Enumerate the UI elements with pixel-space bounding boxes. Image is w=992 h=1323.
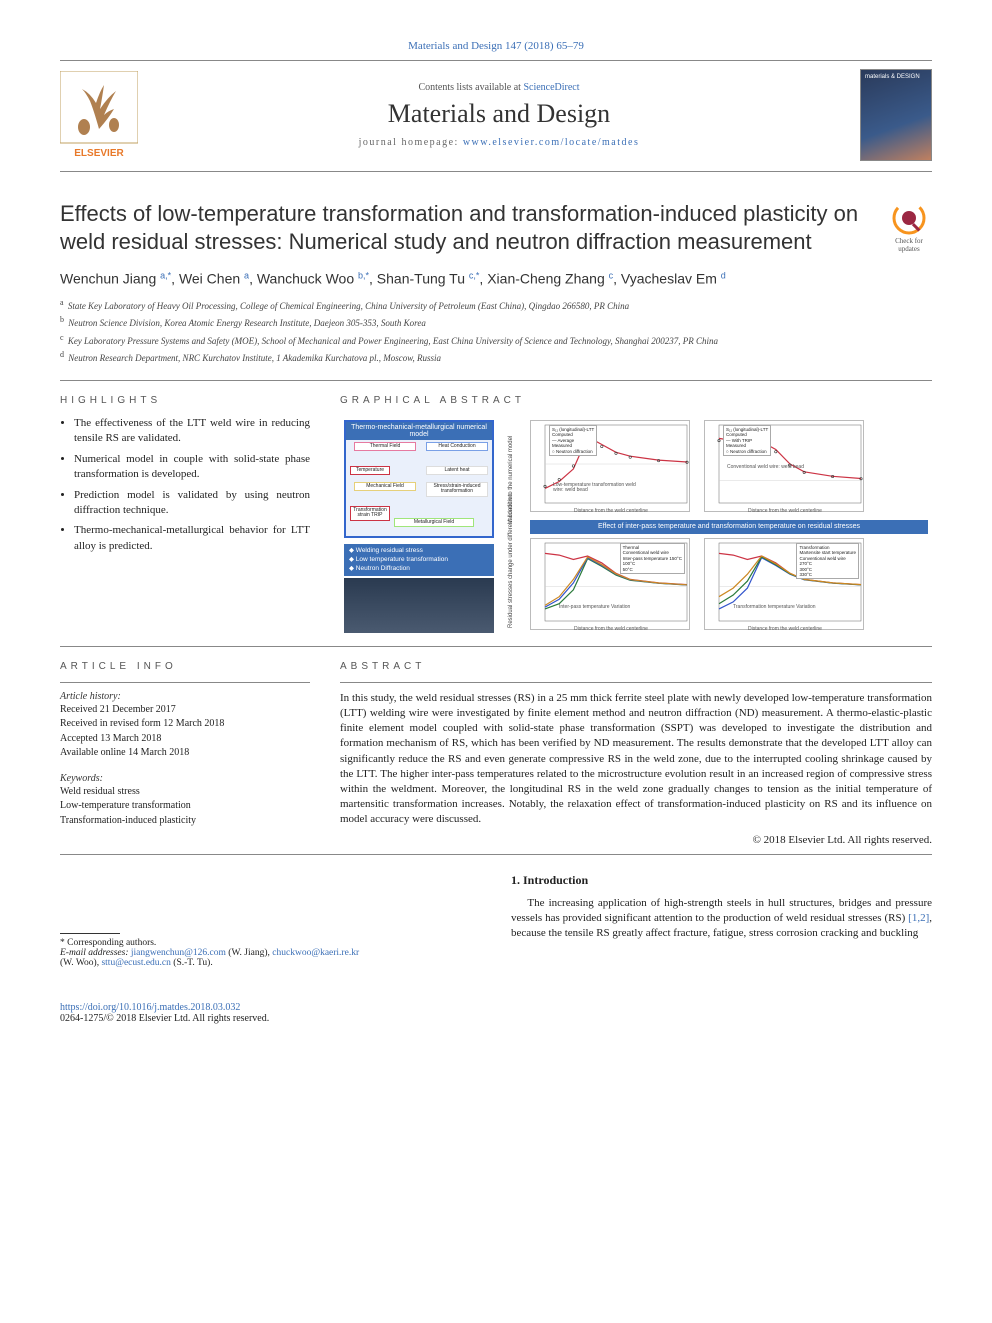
affiliations: a State Key Laboratory of Heavy Oil Proc…: [60, 297, 932, 366]
keywords-label: Keywords:: [60, 773, 310, 784]
doi-link[interactable]: https://doi.org/10.1016/j.matdes.2018.03…: [60, 1002, 240, 1013]
intro-text-pre: The increasing application of high-stren…: [511, 897, 932, 924]
article-info-heading: ARTICLE INFO: [60, 661, 310, 672]
citation-link[interactable]: Materials and Design 147 (2018) 65–79: [408, 40, 584, 52]
author: Vyacheslav Em: [621, 271, 717, 287]
abstract-heading: ABSTRACT: [340, 661, 932, 672]
highlights-list: The effectiveness of the LTT weld wire i…: [60, 416, 310, 554]
history-line: Available online 14 March 2018: [60, 746, 310, 761]
email-link[interactable]: chuckwoo@kaeri.re.kr: [272, 948, 359, 958]
elsevier-label: ELSEVIER: [74, 148, 124, 159]
journal-homepage: journal homepage: www.elsevier.com/locat…: [138, 137, 860, 148]
copyright-line: © 2018 Elsevier Ltd. All rights reserved…: [340, 834, 932, 846]
highlights-heading: HIGHLIGHTS: [60, 395, 310, 406]
email-link[interactable]: sttu@ecust.edu.cn: [101, 958, 170, 968]
author-aff-link[interactable]: a,*: [160, 271, 171, 287]
homepage-link[interactable]: www.elsevier.com/locate/matdes: [463, 137, 640, 148]
authors-line: Wenchun Jiang a,*, Wei Chen a, Wanchuck …: [60, 270, 932, 287]
email-label: E-mail addresses:: [60, 948, 129, 958]
svg-text:Distance from the weld centerl: Distance from the weld centerline: [574, 626, 648, 631]
journal-header: ELSEVIER Contents lists available at Sci…: [60, 60, 932, 172]
issn-line: 0264-1275/© 2018 Elsevier Ltd. All right…: [60, 1013, 269, 1024]
author: Wenchun Jiang: [60, 271, 156, 287]
updates-line2: updates: [886, 246, 932, 254]
journal-name: Materials and Design: [138, 99, 860, 129]
crossmark-icon: [891, 200, 927, 236]
history-line: Accepted 13 March 2018: [60, 732, 310, 747]
divider: [60, 380, 932, 381]
author: Shan-Tung Tu: [377, 271, 465, 287]
intro-heading: 1. Introduction: [511, 873, 932, 888]
ga-heading: GRAPHICAL ABSTRACT: [340, 395, 932, 406]
author-aff-link[interactable]: b,*: [358, 271, 369, 287]
keyword: Transformation-induced plasticity: [60, 814, 310, 829]
author: Wei Chen: [179, 271, 240, 287]
divider: [60, 646, 932, 647]
keyword: Weld residual stress: [60, 785, 310, 800]
affiliation-b: Neutron Science Division, Korea Atomic E…: [68, 318, 426, 328]
highlight-item: Prediction model is validated by using n…: [74, 488, 310, 519]
contents-pre: Contents lists available at: [418, 82, 523, 93]
affiliation-a: State Key Laboratory of Heavy Oil Proces…: [68, 301, 629, 311]
author: Xian-Cheng Zhang: [487, 271, 605, 287]
divider: [60, 682, 310, 683]
citation-line: Materials and Design 147 (2018) 65–79: [60, 40, 932, 52]
elsevier-logo: ELSEVIER: [60, 71, 138, 159]
journal-cover-thumb: [860, 69, 932, 161]
email-who: (S.-T. Tu): [173, 958, 210, 968]
svg-text:Distance from the weld centerl: Distance from the weld centerline: [748, 508, 822, 513]
history-line: Received 21 December 2017: [60, 703, 310, 718]
footnotes: * Corresponding authors. E-mail addresse…: [60, 933, 481, 968]
history-line: Received in revised form 12 March 2018: [60, 717, 310, 732]
divider: [60, 854, 932, 855]
divider: [340, 682, 932, 683]
abstract-text: In this study, the weld residual stresse…: [340, 691, 932, 828]
highlight-item: The effectiveness of the LTT weld wire i…: [74, 416, 310, 447]
highlight-item: Thermo-mechanical-metallurgical behavior…: [74, 523, 310, 554]
svg-text:Distance from the weld centerl: Distance from the weld centerline: [748, 626, 822, 631]
corresponding-label: * Corresponding authors.: [60, 938, 481, 948]
footnote-rule: [60, 933, 120, 934]
author-aff-link[interactable]: a: [244, 271, 249, 287]
affiliation-d: Neutron Research Department, NRC Kurchat…: [68, 353, 441, 363]
author-aff-link[interactable]: c: [609, 271, 614, 287]
author: Wanchuck Woo: [257, 271, 354, 287]
ref-link[interactable]: [1,2]: [908, 912, 929, 924]
email-link[interactable]: jiangwenchun@126.com: [131, 948, 226, 958]
contents-line: Contents lists available at ScienceDirec…: [138, 82, 860, 93]
article-title: Effects of low-temperature transformatio…: [60, 200, 868, 256]
author-aff-link[interactable]: d: [721, 271, 726, 287]
email-who: (W. Woo): [60, 958, 97, 968]
check-updates-badge[interactable]: Check for updates: [886, 200, 932, 253]
sciencedirect-link[interactable]: ScienceDirect: [523, 82, 579, 93]
history-lines: Received 21 December 2017 Received in re…: [60, 703, 310, 761]
intro-text: The increasing application of high-stren…: [511, 896, 932, 942]
affiliation-c: Key Laboratory Pressure Systems and Safe…: [68, 336, 718, 346]
email-who: (W. Jiang): [228, 948, 267, 958]
svg-text:Distance from the weld centerl: Distance from the weld centerline: [574, 508, 648, 513]
highlight-item: Numerical model in couple with solid-sta…: [74, 452, 310, 483]
history-label: Article history:: [60, 691, 310, 702]
author-aff-link[interactable]: c,*: [469, 271, 480, 287]
doi-block: https://doi.org/10.1016/j.matdes.2018.03…: [60, 1002, 932, 1024]
keyword: Low-temperature transformation: [60, 799, 310, 814]
homepage-label: journal homepage:: [359, 137, 463, 148]
graphical-abstract: Thermo-mechanical-metallurgical numerica…: [340, 416, 932, 634]
